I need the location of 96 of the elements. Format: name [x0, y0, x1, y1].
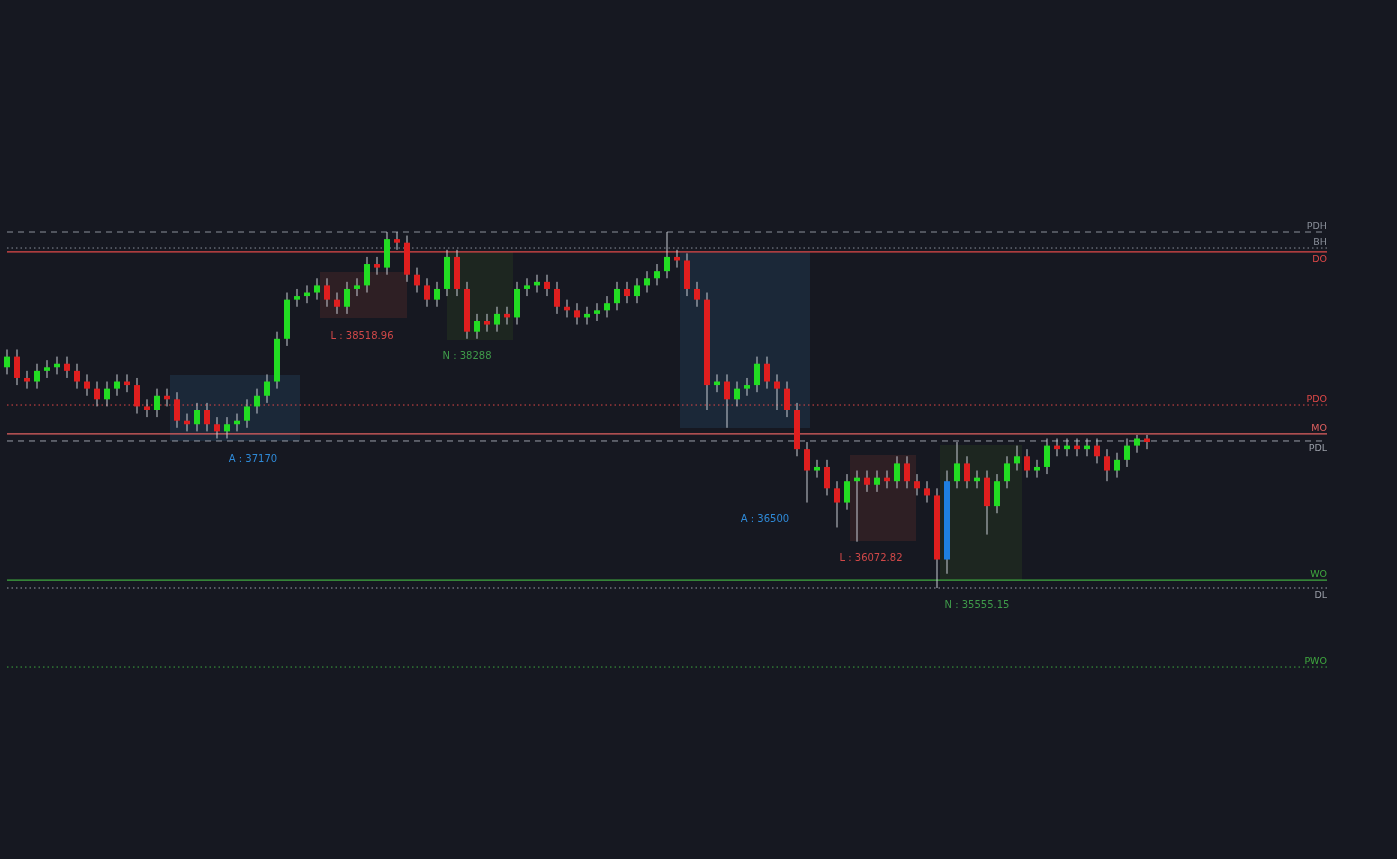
candlestick: [824, 459, 830, 496]
candlestick: [1134, 434, 1140, 454]
candlestick: [374, 256, 380, 276]
candlestick: [594, 302, 600, 322]
candlestick: [254, 388, 260, 415]
ref-line-label: WO: [1310, 568, 1327, 580]
candlestick: [1144, 434, 1150, 450]
candlestick: [844, 473, 850, 511]
candlestick: [834, 480, 840, 528]
candlestick: [894, 455, 900, 489]
candlestick: [864, 470, 870, 493]
annotation: L : 38518.96: [330, 330, 394, 341]
candlestick: [724, 373, 730, 429]
candlestick: [314, 277, 320, 301]
candlestick: [1014, 445, 1020, 472]
candlestick: [174, 391, 180, 429]
candlestick: [94, 381, 100, 407]
candlestick: [1034, 459, 1040, 479]
ref-line-label: MO: [1311, 421, 1327, 433]
candlestick: [434, 281, 440, 308]
annotation: A : 36500: [740, 513, 790, 524]
candlestick: [364, 256, 370, 294]
candlestick: [1094, 437, 1100, 464]
candlestick: [1044, 437, 1050, 475]
candlestick: [614, 281, 620, 311]
candlestick: [1104, 448, 1110, 482]
candlestick: [244, 398, 250, 429]
candlestick: [394, 231, 400, 251]
candlestick: [904, 455, 910, 489]
candlestick: [734, 381, 740, 407]
candlestick: [474, 313, 480, 340]
candlestick: [924, 480, 930, 504]
candlestick: [804, 441, 810, 504]
candlestick: [224, 416, 230, 439]
ref-line-label: PDH: [1306, 220, 1327, 231]
candlestick: [214, 416, 220, 439]
ref-line-label: DL: [1314, 589, 1328, 600]
candlestick: [344, 281, 350, 315]
ref-line-label: DO: [1312, 252, 1327, 264]
candlestick: [424, 277, 430, 308]
candlestick: [544, 274, 550, 297]
candlestick: [44, 359, 50, 379]
candlestick: [694, 281, 700, 308]
candlestick: [574, 302, 580, 326]
candlestick: [774, 373, 780, 411]
ref-line-label: BH: [1313, 236, 1327, 248]
candlestick: [654, 263, 660, 286]
candlestick: [1004, 455, 1010, 489]
ref-line-label: PWO: [1304, 655, 1327, 667]
candlestick: [814, 459, 820, 479]
candlestick: [114, 373, 120, 397]
candlestick: [524, 277, 530, 297]
candlestick: [874, 470, 880, 493]
candlestick: [764, 356, 770, 390]
candlestick: [624, 281, 630, 304]
candlestick: [954, 441, 960, 489]
candlestick: [914, 473, 920, 496]
annotation: A : 37170: [228, 453, 278, 464]
annotation: L : 36072.82: [839, 552, 903, 563]
ref-line-label: PDO: [1306, 393, 1327, 405]
candlestick: [604, 295, 610, 318]
candlestick: [144, 398, 150, 418]
candlestick: [194, 402, 200, 432]
candlestick: [664, 231, 670, 279]
candlestick: [334, 292, 340, 315]
candlestick: [1114, 452, 1120, 479]
candlestick: [484, 313, 490, 333]
candlestick: [964, 455, 970, 489]
candlestick: [634, 277, 640, 304]
candlestick: [264, 373, 270, 404]
candlestick: [324, 277, 330, 308]
candlestick: [134, 377, 140, 415]
candlestick: [14, 348, 20, 386]
candlestick: [294, 288, 300, 308]
candlestick: [494, 306, 500, 333]
candlestick: [354, 277, 360, 297]
candlestick: [744, 377, 750, 397]
candlestick: [784, 381, 790, 418]
candlestick: [644, 270, 650, 294]
candlestick: [74, 363, 80, 390]
candlestick: [104, 381, 110, 407]
candlestick: [204, 402, 210, 432]
candlestick: [414, 267, 420, 294]
ref-line-label: PDL: [1308, 441, 1328, 453]
candlestick: [64, 356, 70, 379]
candlestick: [554, 281, 560, 315]
candlestick: [754, 356, 760, 393]
candlestick: [1124, 437, 1130, 468]
candlestick: [4, 348, 10, 375]
text: N : 35555.15: [944, 599, 1010, 610]
annotation: N : 38288: [442, 350, 492, 361]
candlestick: [24, 370, 30, 390]
candlestick: [84, 373, 90, 397]
candlestick: [34, 363, 40, 390]
candlestick: [1024, 448, 1030, 479]
candlestick: [154, 388, 160, 418]
